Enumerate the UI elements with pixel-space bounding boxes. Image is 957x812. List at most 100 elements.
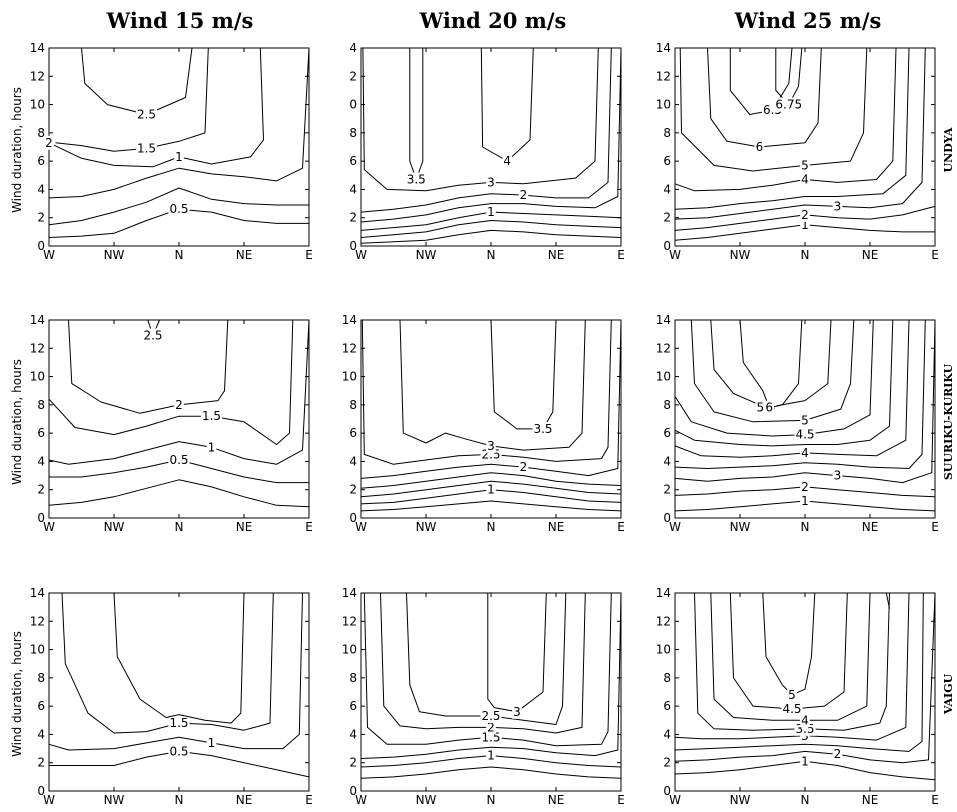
x-tick-label: E [305, 793, 313, 807]
contour-line [360, 480, 622, 498]
contour-label: 1 [487, 749, 495, 763]
y-tick-label: 6 [37, 426, 45, 440]
x-tick-label: NW [416, 520, 437, 534]
contour-label: 2 [801, 208, 809, 222]
y-tick-label: 10 [656, 643, 671, 657]
x-tick-label: NW [104, 793, 125, 807]
contour-line [48, 47, 310, 199]
contour-line [360, 229, 622, 244]
x-tick-label: NE [548, 793, 565, 807]
x-tick-label: NW [104, 520, 125, 534]
column-title-wind-25: Wind 25 m/s [734, 8, 882, 33]
contour-label: 4.5 [782, 702, 801, 716]
contour-line [674, 319, 874, 437]
x-tick-label: E [305, 248, 313, 262]
y-tick-label: 0 [663, 784, 671, 798]
contour-line [360, 47, 622, 223]
plot-frame [48, 319, 310, 519]
x-tick-label: W [669, 520, 681, 534]
x-tick-label: N [801, 248, 810, 262]
contour-label-bg [800, 494, 810, 509]
contour-line [674, 47, 910, 210]
contour-label-bg [754, 140, 765, 154]
x-tick-label: W [43, 248, 55, 262]
contour-line [409, 48, 424, 180]
y-tick-label: 0 [663, 511, 671, 525]
x-tick-label: NW [730, 520, 751, 534]
y-tick-label: 0 [37, 511, 45, 525]
contour-line [674, 592, 936, 764]
y-tick-label: 4 [37, 182, 45, 196]
contour-label-bg [142, 328, 164, 343]
contour-label-bg [168, 744, 190, 759]
x-tick-label: N [487, 520, 496, 534]
contour-label-bg [832, 199, 843, 214]
x-tick-label: NE [862, 520, 879, 534]
y-tick-label: 14 [656, 41, 671, 55]
contour-line [710, 592, 871, 721]
y-tick-label: 4 [349, 182, 357, 196]
contour-label: 2.5 [137, 107, 156, 121]
x-tick-label: W [43, 520, 55, 534]
contour-label: 3 [513, 705, 521, 719]
y-tick-label: 6 [663, 426, 671, 440]
contour-label-bg [486, 175, 496, 190]
y-tick-label: 14 [30, 586, 45, 600]
contour-label: 2 [520, 188, 528, 202]
x-tick-label: N [175, 248, 184, 262]
y-tick-label: 10 [30, 643, 45, 657]
contour-label-bg [774, 97, 804, 112]
contour-line [380, 592, 586, 734]
contour-label-bg [800, 217, 810, 232]
y-tick-label: 12 [30, 69, 45, 83]
contour-line [775, 47, 803, 106]
contour-line [762, 592, 816, 696]
x-tick-label: NE [862, 793, 879, 807]
y-tick-label: 8 [349, 671, 357, 685]
y-tick-label: 2 [663, 483, 671, 497]
contour-line [48, 592, 303, 751]
y-tick-label: 14 [656, 313, 671, 327]
y-tick-label: 12 [656, 614, 671, 628]
y-tick-label: 4 [663, 454, 671, 468]
contour-label-bg [486, 438, 496, 453]
contour-line [490, 319, 557, 430]
contour-label: 1.5 [169, 716, 188, 730]
contour-label: 3.5 [407, 173, 426, 187]
x-tick-label: E [931, 793, 939, 807]
contour-label-bg [168, 716, 190, 731]
contour-label: 3 [487, 439, 495, 453]
contour-label: 2 [175, 398, 183, 412]
contour-line [68, 319, 229, 414]
x-tick-label: N [175, 520, 184, 534]
contour-label: 3 [487, 175, 495, 189]
contour-panel: 0 2 4 6 8 0 2 4 W NW N NE E 1 2 3 3.5 4 [349, 41, 624, 262]
contour-line [674, 319, 926, 469]
contour-line [885, 592, 890, 609]
contour-label: 4 [503, 154, 511, 168]
y-tick-label: 8 [663, 126, 671, 140]
x-tick-label: W [669, 248, 681, 262]
contour-line [61, 592, 274, 734]
x-tick-label: N [801, 520, 810, 534]
contour-panel: 0 2 4 6 8 10 12 14 W NW N NE E 0.5 1 1.5 [30, 586, 313, 807]
contour-label-bg [800, 207, 810, 222]
contour-label-bg [486, 205, 496, 220]
contour-label: 3.5 [533, 422, 552, 436]
contour-line [55, 47, 209, 152]
y-tick-label: 2 [37, 211, 45, 225]
contour-label: 6 [765, 401, 773, 415]
contour-line [360, 47, 612, 213]
contour-label-bg [832, 468, 843, 483]
contour-label: 1 [801, 218, 809, 232]
column-title-wind-20: Wind 20 m/s [419, 8, 567, 33]
contour-label: 2 [834, 747, 842, 761]
contour-line [406, 592, 567, 725]
contour-label-bg [206, 735, 217, 750]
x-tick-label: NW [416, 248, 437, 262]
contour-line [360, 766, 622, 779]
y-tick-label: 2 [349, 211, 357, 225]
y-tick-label: 6 [663, 154, 671, 168]
